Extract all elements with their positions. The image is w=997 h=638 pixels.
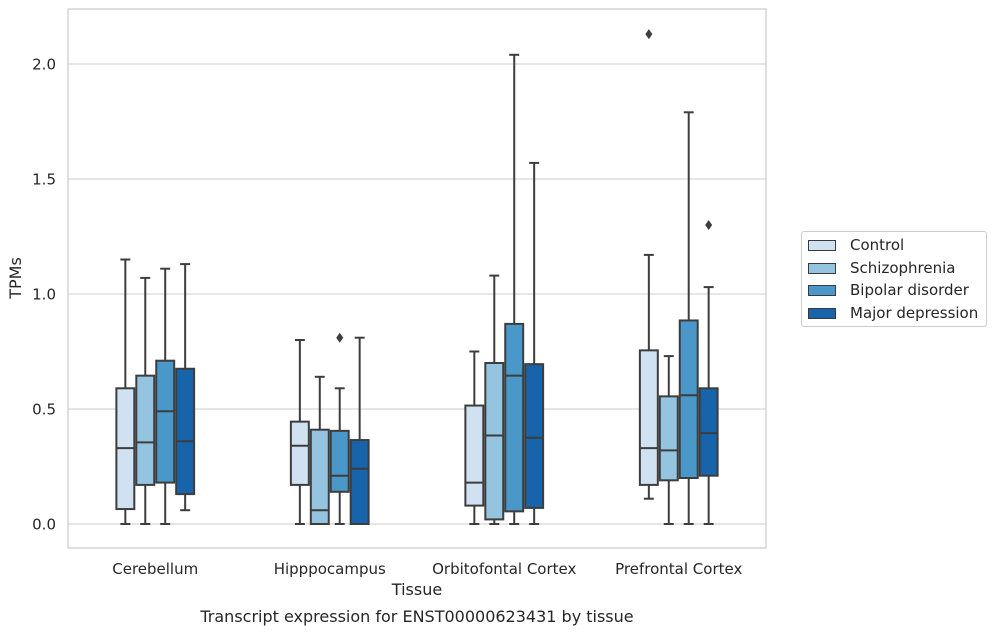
x-axis-label: Tissue <box>391 580 442 599</box>
box-3-0 <box>175 263 196 512</box>
iqr-box <box>309 428 330 526</box>
legend-item-bipolar-disorder: Bipolar disorder <box>808 279 969 301</box>
x-tick-labels: Cerebellum Hipppocampus Orbitofontal Corte… <box>112 560 742 578</box>
x-tick-label-3: Prefrontal Cortex <box>615 560 742 578</box>
box-1-2 <box>484 274 505 525</box>
box-3-3 <box>698 220 719 525</box>
box-2-3 <box>678 111 699 525</box>
legend-item-control: Control <box>808 234 904 256</box>
outlier-marker <box>336 332 344 343</box>
box-2-1 <box>329 332 350 525</box>
iqr-box <box>484 362 505 521</box>
iqr-box <box>464 404 485 507</box>
series-bipolar-disorder <box>155 53 699 525</box>
iqr-box <box>504 322 525 513</box>
legend-item-major-depression: Major depression <box>808 302 978 324</box>
legend-label-bipolar-disorder: Bipolar disorder <box>850 281 969 299</box>
outlier-marker <box>645 29 653 40</box>
legend-swatch-major-depression <box>808 307 836 319</box>
box-2-2 <box>504 53 525 525</box>
box-3-2 <box>524 161 545 525</box>
x-tick-label-2: Orbitofontal Cortex <box>432 560 576 578</box>
iqr-box <box>658 395 679 482</box>
y-tick-labels: 0.0 0.5 1.0 1.5 2.0 <box>32 56 56 534</box>
y-tick-label-1: 0.5 <box>32 401 56 419</box>
box-1-0 <box>135 276 156 525</box>
legend: Control Schizophrenia Bipolar disorder M… <box>801 231 987 327</box>
legend-item-schizophrenia: Schizophrenia <box>808 257 955 279</box>
iqr-box <box>638 349 659 486</box>
series-schizophrenia <box>135 274 679 526</box>
iqr-box <box>698 387 719 477</box>
iqr-box <box>349 439 370 525</box>
legend-label-schizophrenia: Schizophrenia <box>850 259 956 277</box>
box-series <box>115 29 719 526</box>
box-2-0 <box>155 267 176 525</box>
iqr-box <box>289 420 310 486</box>
box-0-2 <box>464 350 485 525</box>
y-tick-label-0: 0.0 <box>32 516 56 534</box>
x-tick-label-0: Cerebellum <box>112 560 198 578</box>
outlier-marker <box>705 220 713 230</box>
iqr-box <box>175 367 196 496</box>
iqr-box <box>678 319 699 480</box>
y-axis-label: TPMs <box>6 257 25 300</box>
box-3-1 <box>349 336 370 525</box>
x-tick-label-1: Hipppocampus <box>274 560 386 578</box>
y-tick-label-4: 2.0 <box>32 56 56 74</box>
iqr-box <box>524 363 545 509</box>
iqr-box <box>329 429 350 493</box>
figure-caption: Transcript expression for ENST0000062343… <box>199 607 633 626</box>
legend-label-control: Control <box>850 236 905 254</box>
series-control <box>115 29 659 525</box>
y-tick-label-3: 1.5 <box>32 171 56 189</box>
legend-swatch-schizophrenia <box>808 262 836 274</box>
legend-label-major-depression: Major depression <box>850 304 979 322</box>
iqr-box <box>135 374 156 486</box>
box-1-3 <box>658 355 679 525</box>
legend-swatch-control <box>808 239 836 251</box>
plot-frame <box>67 8 767 549</box>
box-1-1 <box>309 375 330 526</box>
legend-swatch-bipolar-disorder <box>808 284 836 296</box>
box-0-3 <box>638 29 659 500</box>
box-0-0 <box>115 258 136 525</box>
box-0-1 <box>289 339 310 525</box>
y-tick-label-2: 1.0 <box>32 286 56 304</box>
iqr-box <box>155 359 176 484</box>
series-major-depression <box>175 161 719 525</box>
